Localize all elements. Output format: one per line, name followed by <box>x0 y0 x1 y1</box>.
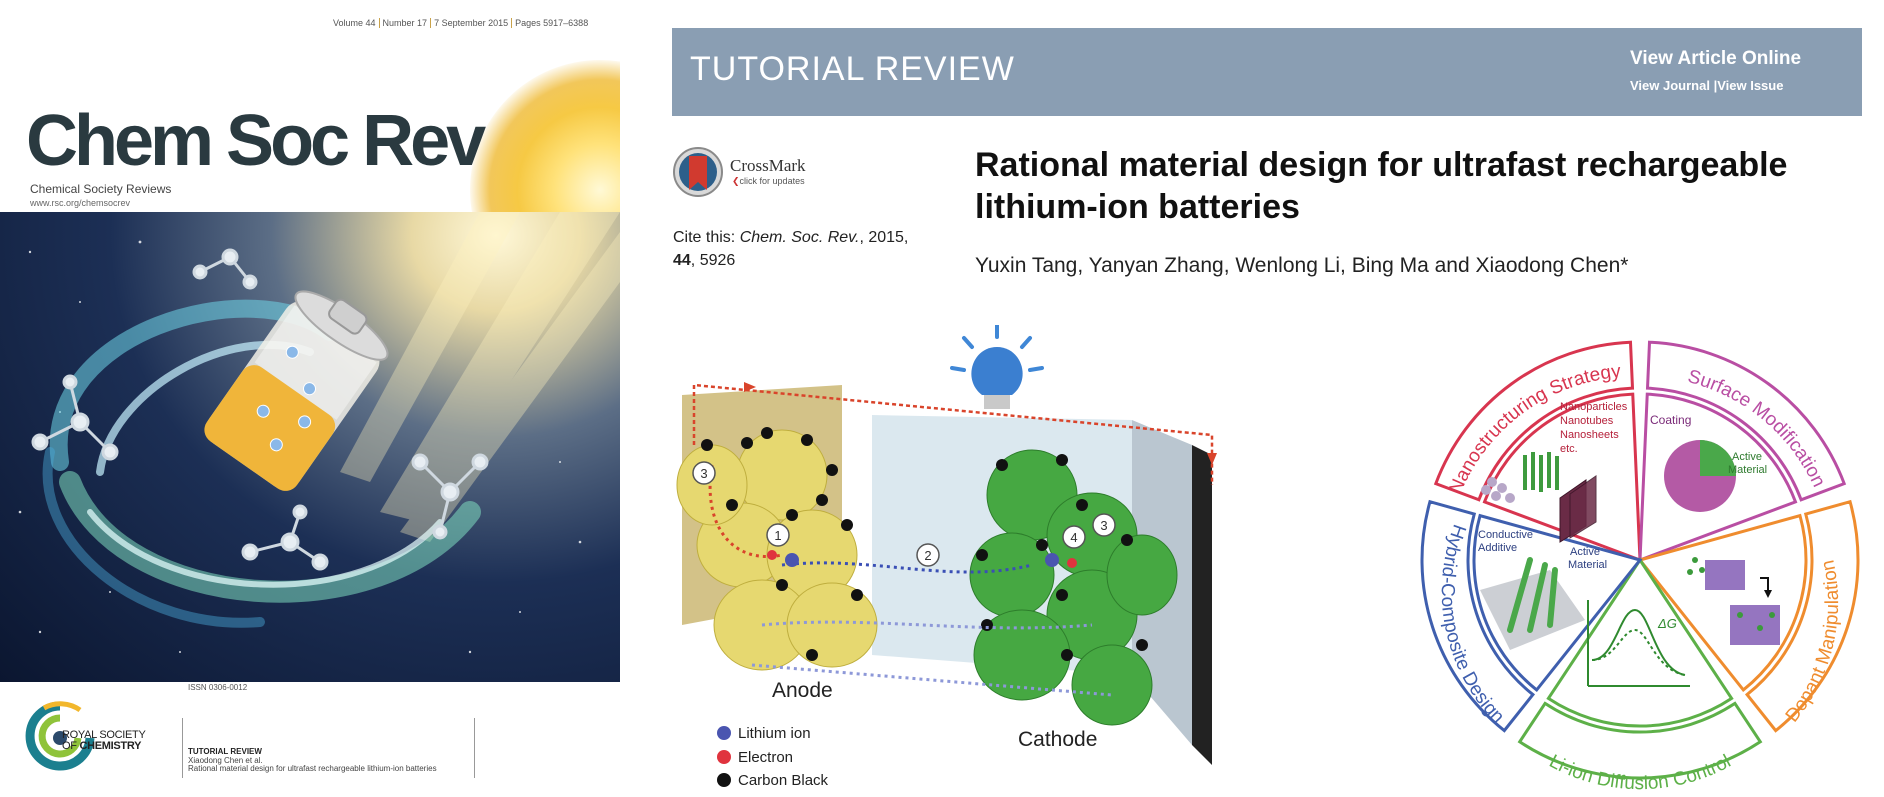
wheel-segment-ring <box>1645 340 1847 502</box>
delta-g-label: ΔG <box>1657 616 1677 631</box>
citation-prefix: Cite this: <box>673 229 740 246</box>
wheel-segment-ring <box>1433 340 1635 502</box>
legend-electron: Electron <box>738 749 793 766</box>
view-links: View Journal |View Issue <box>1630 78 1783 93</box>
coating-label: Coating <box>1650 413 1691 427</box>
active-material-label-3: Active <box>1570 546 1600 558</box>
energy-barrier-plot <box>1587 600 1690 687</box>
cover-divider <box>182 718 183 778</box>
cover-issn: ISSN 0306-0012 <box>188 683 248 692</box>
citation-volume: 44 <box>673 252 691 269</box>
article-type-banner: TUTORIAL REVIEW View Article Online View… <box>672 28 1862 116</box>
legend-swatch-lithium <box>717 726 731 740</box>
wheel-segment-wedge <box>1637 513 1808 693</box>
rsc-line1: ROYAL SOCIETY <box>62 729 146 741</box>
citation-journal: Chem. Soc. Rev. <box>739 229 860 246</box>
composite-scaffold-icon <box>1480 557 1585 650</box>
strategy-wheel-figure: Nanoparticles Nanotubes Nanosheets etc. … <box>1420 340 1860 790</box>
cover-pages: Pages 5917–6388 <box>511 18 592 28</box>
crossmark-sub-text: click for updates <box>739 176 805 186</box>
cover-number: Number 17 <box>378 18 431 28</box>
cathode-label: Cathode <box>1018 728 1097 751</box>
left-arrow-icon: ❮ <box>732 176 740 186</box>
wheel-segments <box>1420 340 1860 780</box>
legend-carbon-black: Carbon Black <box>738 772 829 789</box>
rsc-line2-prefix: OF <box>62 740 80 752</box>
battery-schematic-figure: 1 2 3 4 3 Anode Cathode Lithium ion Elec… <box>676 325 1217 789</box>
rsc-line2-bold: CHEMISTRY <box>79 740 142 752</box>
step-marker: 1 <box>774 528 781 543</box>
nano-item: Nanosheets <box>1560 429 1619 441</box>
cover-journal-subtitle: Chemical Society Reviews <box>30 182 172 196</box>
light-bulb-icon <box>950 325 1044 409</box>
nano-item: Nanoparticles <box>1560 401 1628 413</box>
step-marker: 3 <box>1100 518 1107 533</box>
legend-swatch-carbon <box>717 773 731 787</box>
cover-date: 7 September 2015 <box>430 18 512 28</box>
anode-label: Anode <box>772 679 833 702</box>
nano-items: Nanoparticles Nanotubes Nanosheets etc. <box>1560 401 1628 455</box>
crossmark-badge[interactable]: CrossMark ❮click for updates <box>672 146 822 202</box>
conductive-label-2: Additive <box>1478 542 1517 554</box>
citation-block: Cite this: Chem. Soc. Rev., 2015, 44, 592… <box>673 226 943 272</box>
cover-issue-info: Volume 44 Number 17 7 September 2015 Pages … <box>330 18 592 28</box>
cover-volume: Volume 44 <box>333 18 376 28</box>
rsc-line2: OF CHEMISTRY <box>62 741 146 752</box>
view-journal-link[interactable]: View Journal <box>1630 78 1710 93</box>
step-marker: 4 <box>1070 530 1077 545</box>
cover-journal-url: www.rsc.org/chemsocrev <box>30 198 131 208</box>
view-issue-link[interactable]: View Issue <box>1717 78 1784 93</box>
wheel-segment-ring <box>1420 499 1536 733</box>
journal-cover: Volume 44 Number 17 7 September 2015 Pages … <box>0 0 620 797</box>
rsc-logo-icon <box>25 701 95 771</box>
article-authors: Yuxin Tang, Yanyan Zhang, Wenlong Li, Bi… <box>975 254 1629 277</box>
cover-article-caption: TUTORIAL REVIEW Xiaodong Chen et al. Rat… <box>188 747 437 774</box>
cover-caption-type: TUTORIAL REVIEW <box>188 747 262 756</box>
crossmark-sub[interactable]: ❮click for updates <box>732 176 805 187</box>
article-type-label: TUTORIAL REVIEW <box>690 50 1015 88</box>
nanotubes-icon <box>1523 452 1559 492</box>
active-material-label-4: Material <box>1568 559 1607 571</box>
figure-legend: Lithium ion Electron Carbon Black <box>717 725 829 789</box>
nano-item: etc. <box>1560 443 1578 455</box>
legend-lithium-ion: Lithium ion <box>738 725 811 742</box>
active-material-label-1: Active <box>1732 451 1762 463</box>
conductive-label-1: Conductive <box>1478 529 1533 541</box>
legend-swatch-electron <box>717 750 731 764</box>
cover-caption-title: Rational material design for ultrafast r… <box>188 764 437 773</box>
wheel-segment-ring <box>1517 701 1763 780</box>
doped-lattice-icon <box>1687 557 1780 645</box>
citation-page: , 5926 <box>690 252 736 269</box>
view-article-online-link[interactable]: View Article Online <box>1630 48 1802 69</box>
nano-item: Nanotubes <box>1560 415 1614 427</box>
cover-caption-author: Xiaodong Chen et al. <box>188 755 263 765</box>
nanosheets-icon <box>1559 475 1597 543</box>
crossmark-label[interactable]: CrossMark <box>730 156 806 175</box>
article-title: Rational material design for ultrafast r… <box>975 146 1788 226</box>
cover-divider <box>474 718 475 778</box>
wheel-segment-ring <box>1744 499 1860 733</box>
crossmark-icon[interactable] <box>672 146 724 198</box>
nanoparticles-icon <box>1481 477 1515 503</box>
active-material-label-2: Material <box>1728 464 1767 476</box>
coated-sphere-icon <box>1664 440 1736 512</box>
cover-journal-title: Chem Soc Rev <box>26 101 486 181</box>
step-marker: 2 <box>924 548 931 563</box>
view-links-separator: | <box>1709 78 1718 93</box>
rsc-wordmark: ROYAL SOCIETY OF CHEMISTRY <box>62 730 146 752</box>
wheel-segment-wedge <box>1546 557 1734 728</box>
step-marker: 3 <box>700 466 707 481</box>
citation-year: , 2015, <box>859 229 909 246</box>
cover-artwork <box>0 212 620 682</box>
